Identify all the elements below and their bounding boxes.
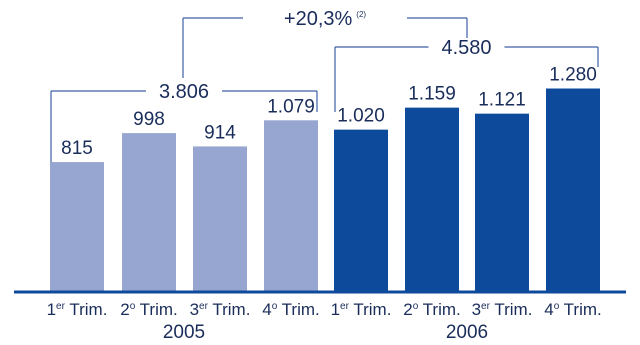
tick-label-2006-q2: 2o Trim. [403,300,461,319]
data-label-2005-q1: 815 [61,138,93,159]
tick-label-2005-q1: 1er Trim. [47,300,108,319]
tick-label-2005-q4: 4o Trim. [262,300,320,319]
bar-2005-q2 [122,133,176,291]
bar-2006-q2 [405,107,459,291]
tick-label-2005-q2: 2o Trim. [120,300,178,319]
data-label-2006-q1: 1.020 [337,106,385,127]
bar-2005-q1 [50,162,104,291]
bar-2006-q4 [546,88,600,291]
year-label-2006: 2006 [446,322,488,343]
tick-label-2005-q3: 3er Trim. [190,300,251,319]
bars-group: 815 998 914 1.079 1.020 1.159 1.121 1.280 [50,65,600,291]
data-label-2005-q2: 998 [133,109,165,130]
data-label-2006-q3: 1.121 [478,90,526,111]
year-label-2005: 2005 [163,322,205,343]
data-label-2006-q4: 1.280 [549,65,597,86]
data-label-2005-q3: 914 [204,122,236,143]
growth-bracket-label: +20,3% (2) [284,8,367,30]
data-label-2005-q4: 1.079 [267,96,315,117]
total-brackets: 3.806 4.580 +20,3% (2) [50,8,599,168]
year-labels: 2005 2006 [163,322,488,343]
tick-label-2006-q1: 1er Trim. [331,300,392,319]
tick-label-2006-q4: 4o Trim. [544,300,602,319]
bar-2006-q1 [334,129,388,291]
total-bracket-2005-label: 3.806 [159,81,209,103]
category-labels: 1er Trim. 2o Trim. 3er Trim. 4o Trim. 1er Tr… [47,300,602,319]
total-bracket-2006-label: 4.580 [441,37,491,59]
bar-2005-q3 [193,146,247,291]
tick-label-2006-q3: 3er Trim. [472,300,533,319]
bar-2005-q4 [264,120,318,291]
data-label-2006-q2: 1.159 [408,84,456,105]
bar-2006-q3 [475,113,529,291]
